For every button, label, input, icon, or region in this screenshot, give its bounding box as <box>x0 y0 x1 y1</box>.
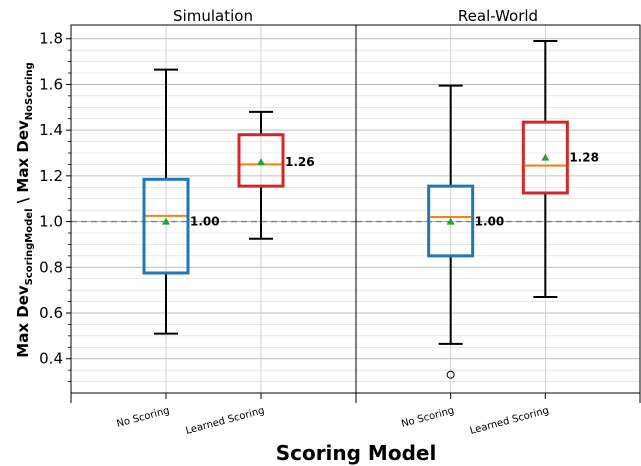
mean-value-label: 1.28 <box>569 151 599 165</box>
box-iqr <box>521 120 569 195</box>
panel-title-simulation: Simulation <box>173 7 253 25</box>
outlier-point <box>446 370 455 379</box>
mean-marker <box>446 217 455 225</box>
y-tick-label: 1.8 <box>39 30 63 48</box>
mean-marker <box>257 158 265 166</box>
x-tick-label: Learned Scoring <box>469 405 550 437</box>
x-tick-label: Learned Scoring <box>185 405 266 437</box>
y-tick-label: 1.2 <box>39 167 63 185</box>
panel-title-real-world: Real-World <box>458 7 538 25</box>
panel-real-world: Real-World 1.00 No Scoring 1.28 Learned Sco… <box>355 7 641 437</box>
y-tick-label: 1.6 <box>39 75 63 93</box>
y-tick-label: 0.6 <box>39 304 63 322</box>
panel-frame <box>70 24 357 394</box>
y-tick-label: 0.8 <box>39 258 63 276</box>
mean-marker <box>162 217 170 225</box>
panel-frame <box>355 24 641 394</box>
box-iqr <box>427 184 475 258</box>
mean-value-label: 1.00 <box>475 215 505 229</box>
mean-marker <box>541 153 550 161</box>
x-axis-label: Scoring Model <box>276 441 437 465</box>
panel-simulation: Simulation 1.00 No Scoring 1.26 Learned Sco… <box>39 7 357 437</box>
box-iqr <box>237 133 285 188</box>
x-tick-label: No Scoring <box>115 405 170 430</box>
y-axis-label: Max DevScoringModel \ Max DevNoScoring <box>14 62 35 357</box>
x-tick-label: No Scoring <box>400 405 455 430</box>
y-tick-label: 1.4 <box>39 121 63 139</box>
box-iqr <box>142 177 190 275</box>
mean-value-label: 1.00 <box>190 215 220 229</box>
mean-value-label: 1.26 <box>285 155 315 169</box>
y-tick-label: 0.4 <box>39 350 63 368</box>
y-tick-label: 1.0 <box>39 213 63 231</box>
